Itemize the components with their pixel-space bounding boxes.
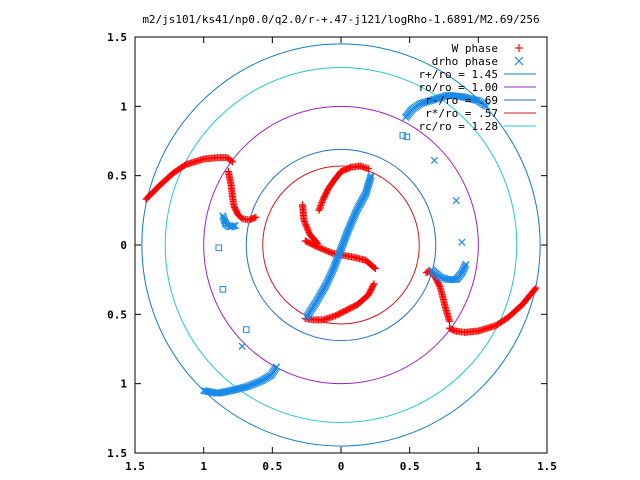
w-phase-point: [447, 325, 455, 333]
w-phase-point: [320, 246, 328, 254]
w-phase-point: [326, 248, 334, 256]
y-tick-label: 0.5: [107, 308, 127, 321]
chart-title: m2/js101/ks41/np0.0/q2.0/r-+.47-j121/log…: [142, 13, 539, 26]
w-phase-point: [317, 244, 325, 252]
drho-square-point: [215, 244, 223, 252]
w-phase-point: [300, 216, 308, 224]
w-phase-point: [252, 213, 260, 221]
w-phase-point: [445, 324, 453, 332]
legend-label: r-/ro = .69: [425, 94, 498, 107]
w-phase-point: [369, 281, 377, 289]
x-tick-label: 1.5: [125, 460, 145, 473]
drho-phase-point: [482, 102, 491, 110]
legend-label: ro/ro = 1.00: [419, 81, 498, 94]
w-phase-point: [370, 264, 378, 272]
drho-phase-point: [272, 363, 281, 371]
w-phase-point: [314, 240, 322, 248]
w-phase-point: [371, 265, 379, 273]
drho-phase-point: [430, 156, 439, 165]
y-tick-label: 0.5: [107, 170, 127, 183]
drho-phase-point: [231, 221, 239, 230]
x-tick-label: 1.5: [537, 460, 557, 473]
x-tick-label: 0.5: [400, 460, 420, 473]
drho-phase-point: [458, 238, 466, 246]
w-phase-point: [315, 244, 323, 252]
w-phase-point: [370, 280, 378, 288]
y-tick-label: 1: [120, 378, 127, 391]
drho-square-point: [242, 326, 250, 333]
drho-phase-point: [367, 172, 375, 180]
drho-square-point: [222, 219, 229, 227]
circle-2: [245, 148, 437, 342]
legend-label: r*/ro = .57: [425, 107, 498, 120]
w-phase-point: [321, 246, 329, 254]
drho-phase-point: [449, 276, 457, 284]
legend-label: W phase: [452, 42, 498, 55]
data-points: [142, 91, 540, 397]
y-tick-label: 1: [120, 100, 127, 113]
w-phase-point: [303, 224, 311, 232]
y-tick-label: 1.5: [107, 31, 127, 44]
circle-1: [203, 105, 479, 385]
legend-x-marker: [514, 56, 524, 66]
circle-3: [262, 165, 420, 325]
drho-phase-point: [462, 260, 470, 269]
legend-label: r+/ro = 1.45: [419, 68, 498, 81]
legend-plus-marker: [515, 44, 523, 52]
x-tick-label: 1: [475, 460, 482, 473]
w-phase-point: [318, 245, 326, 253]
y-tick-label: 0: [120, 239, 127, 252]
drho-phase-point: [452, 197, 460, 205]
w-phase-point: [301, 219, 309, 227]
legend-label: rc/ro = 1.28: [419, 120, 498, 133]
x-tick-label: 0.5: [262, 460, 282, 473]
w-phase-point: [364, 165, 372, 173]
drho-square-point: [219, 286, 227, 293]
w-phase-point: [327, 249, 335, 257]
x-tick-label: 0: [338, 460, 345, 473]
w-phase-point: [323, 247, 331, 255]
w-phase-point: [313, 238, 321, 246]
drho-phase-point: [230, 222, 238, 230]
circle-4: [164, 67, 518, 423]
w-phase-point: [304, 227, 312, 235]
drho-phase-point: [367, 173, 375, 181]
drho-square-point: [399, 132, 407, 139]
w-phase-point: [304, 225, 312, 233]
x-tick-label: 1: [200, 460, 207, 473]
drho-square-point: [403, 133, 411, 141]
w-phase-point: [229, 158, 237, 166]
legend-label: drho phase: [432, 55, 498, 68]
w-phase-point: [302, 222, 310, 230]
w-phase-point: [301, 218, 309, 226]
reference-circles: [141, 43, 541, 447]
y-tick-label: 1.5: [107, 447, 127, 460]
w-phase-point: [324, 247, 332, 255]
w-phase-point: [227, 157, 235, 165]
circle-0: [141, 43, 541, 447]
w-phase-point: [302, 221, 310, 229]
drho-phase-point: [238, 342, 246, 350]
